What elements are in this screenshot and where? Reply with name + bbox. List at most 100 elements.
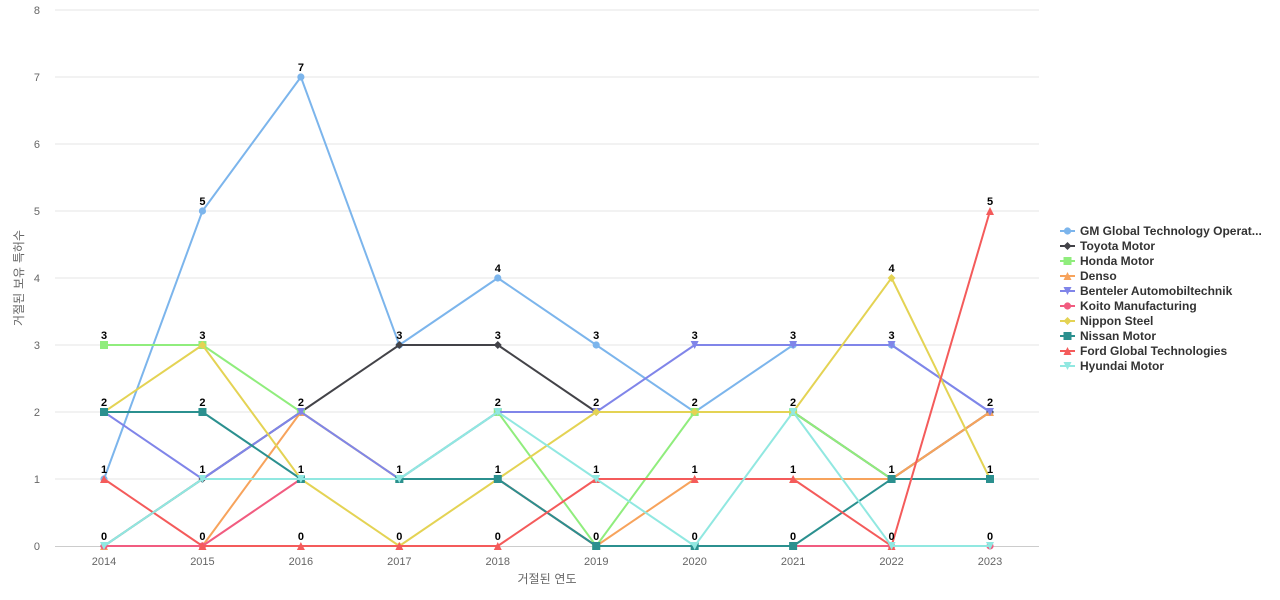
data-label: 4 — [888, 263, 895, 275]
data-label: 2 — [101, 397, 107, 409]
data-point-marker — [592, 475, 601, 483]
data-point-marker — [297, 73, 305, 81]
data-label: 7 — [298, 62, 304, 74]
legend-item[interactable]: Hyundai Motor — [1060, 359, 1164, 373]
legend-item[interactable]: Nippon Steel — [1060, 314, 1153, 328]
legend-item[interactable]: Toyota Motor — [1060, 239, 1155, 253]
data-label: 0 — [101, 531, 107, 543]
data-label: 4 — [495, 263, 502, 275]
legend-item[interactable]: Nissan Motor — [1060, 329, 1156, 343]
data-label: 5 — [987, 196, 993, 208]
legend-item[interactable]: GM Global Technology Operat... — [1060, 224, 1262, 238]
legend-label: Hyundai Motor — [1080, 359, 1164, 373]
data-point-marker — [887, 542, 896, 550]
legend-label: Ford Global Technologies — [1080, 344, 1227, 358]
data-label: 1 — [396, 464, 402, 476]
legend-item[interactable]: Benteler Automobiltechnik — [1060, 284, 1233, 298]
legend-item[interactable]: Ford Global Technologies — [1060, 344, 1227, 358]
data-label: 0 — [298, 531, 304, 543]
data-label: 2 — [298, 397, 304, 409]
data-point-marker — [296, 542, 305, 550]
data-label: 0 — [396, 531, 402, 543]
data-point-marker — [494, 274, 502, 282]
data-label: 2 — [199, 397, 205, 409]
legend-label: Benteler Automobiltechnik — [1080, 284, 1233, 298]
data-label: 3 — [199, 330, 205, 342]
data-point-marker — [1063, 242, 1072, 250]
data-point-marker — [690, 341, 699, 349]
y-tick-label: 5 — [34, 206, 40, 218]
data-point-marker — [198, 542, 207, 550]
data-point-marker — [986, 207, 994, 215]
data-label: 0 — [888, 531, 894, 543]
data-point-marker — [100, 408, 108, 416]
data-label: 0 — [199, 531, 205, 543]
x-tick-label: 2018 — [486, 556, 510, 568]
legend-item[interactable]: Denso — [1060, 269, 1117, 283]
x-tick-label: 2021 — [781, 556, 805, 568]
legend-label: Denso — [1080, 269, 1117, 283]
legend-item[interactable]: Koito Manufacturing — [1060, 299, 1197, 313]
grid — [55, 9, 1039, 480]
x-axis-title: 거절된 연도 — [517, 572, 576, 586]
data-point-marker — [986, 408, 994, 416]
x-tick-label: 2016 — [289, 556, 313, 568]
y-axis-title: 거절된 보유 특허수 — [12, 230, 26, 326]
data-point-marker — [1063, 302, 1072, 310]
data-point-marker — [198, 207, 207, 215]
data-label: 0 — [987, 531, 993, 543]
data-point-marker — [1063, 362, 1072, 370]
data-point-marker — [789, 341, 798, 349]
data-point-marker — [493, 408, 502, 416]
x-tick-label: 2014 — [92, 556, 116, 568]
data-point-marker — [592, 408, 601, 416]
data-label: 3 — [396, 330, 402, 342]
data-point-marker — [887, 341, 896, 349]
x-tick-label: 2020 — [682, 556, 706, 568]
data-label: 1 — [199, 464, 205, 476]
data-label: 3 — [692, 330, 698, 342]
data-point-marker — [493, 542, 502, 550]
data-labels: 3 2 1 0 5 3 2 1 0 7 2 1 0 3 1 0 4 3 2 1 0 3 2 1 0 3 2 1 0 3 2 1 0 4 3 1 0 5 2 1… — [101, 62, 993, 543]
legend-item[interactable]: Honda Motor — [1060, 254, 1154, 268]
data-label: 2 — [495, 397, 501, 409]
data-point-marker — [493, 475, 502, 483]
data-label: 5 — [199, 196, 205, 208]
data-label: 3 — [495, 330, 501, 342]
data-point-marker — [789, 542, 798, 550]
data-point-marker — [592, 542, 601, 550]
data-point-marker — [592, 341, 600, 349]
y-tick-label: 3 — [34, 340, 40, 352]
x-tick-label: 2015 — [190, 556, 214, 568]
data-point-marker — [1063, 347, 1072, 355]
x-tick-label: 2017 — [387, 556, 411, 568]
data-point-marker — [296, 475, 305, 483]
data-point-marker — [690, 542, 699, 550]
data-point-marker — [198, 475, 207, 483]
y-tick-label: 1 — [34, 474, 40, 486]
y-tick-label: 0 — [34, 541, 40, 553]
legend-label: Koito Manufacturing — [1080, 299, 1197, 313]
x-tick-label: 2023 — [978, 556, 1002, 568]
data-label: 0 — [495, 531, 501, 543]
data-point-marker — [1063, 287, 1072, 295]
y-tick-label: 4 — [34, 273, 40, 285]
series — [100, 408, 994, 550]
data-label: 0 — [593, 531, 599, 543]
data-point-marker — [986, 542, 994, 550]
y-tick-label: 2 — [34, 407, 40, 419]
data-point-marker — [198, 408, 207, 416]
data-label: 1 — [692, 464, 698, 476]
data-point-marker — [1063, 272, 1072, 280]
data-point-marker — [395, 341, 404, 349]
data-label: 1 — [298, 464, 304, 476]
data-label: 2 — [987, 397, 993, 409]
legend-label: Nippon Steel — [1080, 314, 1153, 328]
x-axis-ticks: 2014 2015 2016 2017 2018 2019 2020 2021 2022 2023 — [92, 556, 1002, 568]
data-label: 0 — [790, 531, 796, 543]
data-point-marker — [1063, 227, 1072, 235]
data-point-marker — [986, 475, 994, 483]
legend-label: Toyota Motor — [1080, 239, 1155, 253]
legend-label: Honda Motor — [1080, 254, 1154, 268]
